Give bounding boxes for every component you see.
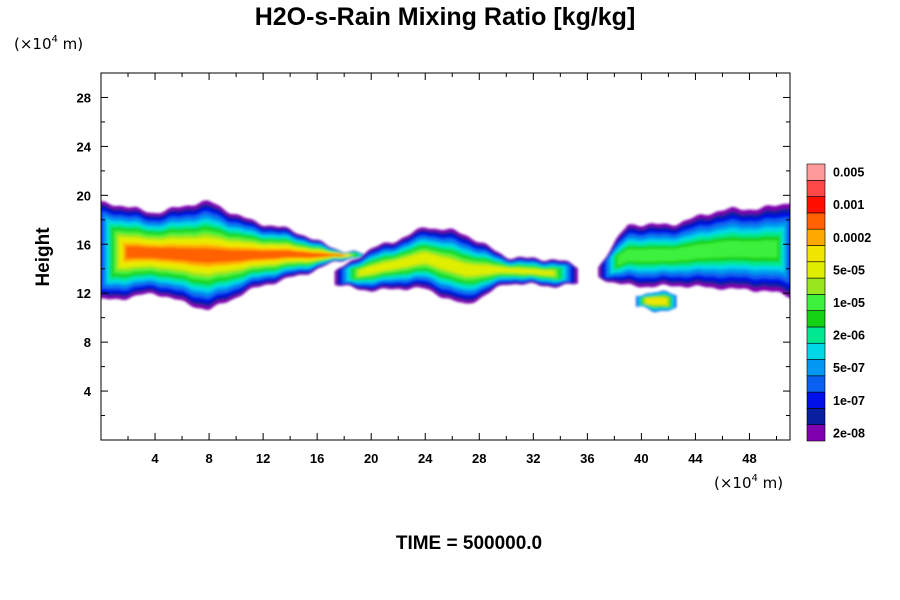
y-unit-prefix: (×10 bbox=[14, 35, 52, 53]
x-tick-label: 24 bbox=[418, 451, 433, 466]
colorbar-box bbox=[806, 294, 826, 311]
chart-title: H2O-s-Rain Mixing Ratio [kg/kg] bbox=[255, 3, 636, 31]
plot-frame bbox=[100, 72, 791, 441]
colorbar-box bbox=[806, 326, 826, 344]
colorbar-box bbox=[806, 261, 826, 279]
colorbar-box bbox=[806, 228, 826, 246]
colorbar-label: 1e-07 bbox=[833, 394, 865, 408]
x-tick-label: 20 bbox=[364, 451, 378, 466]
colorbar-label: 5e-05 bbox=[833, 263, 865, 277]
colorbar-box bbox=[806, 375, 826, 393]
y-axis-label: Height bbox=[33, 227, 54, 287]
x-tick-label: 4 bbox=[151, 451, 159, 466]
x-tick-label: 12 bbox=[256, 451, 270, 466]
y-unit-label: (×104 m) bbox=[14, 34, 83, 53]
x-unit-label: (×104 m) bbox=[714, 473, 783, 492]
colorbar-box bbox=[806, 245, 826, 263]
field-level bbox=[645, 297, 667, 305]
colorbar-box bbox=[806, 277, 826, 295]
x-tick-label: 44 bbox=[688, 451, 703, 466]
colorbar-box bbox=[806, 212, 826, 230]
colorbar-label: 0.001 bbox=[833, 198, 864, 212]
x-unit-suffix: m) bbox=[758, 474, 783, 492]
x-tick-label: 28 bbox=[472, 451, 486, 466]
y-unit-suffix: m) bbox=[58, 35, 83, 53]
x-unit-exponent: 4 bbox=[752, 473, 758, 484]
y-tick-label: 28 bbox=[77, 90, 91, 105]
y-unit-exponent: 4 bbox=[52, 34, 58, 45]
y-tick-label: 12 bbox=[77, 286, 91, 301]
field-level bbox=[617, 240, 778, 266]
rain-mixing-ratio-field bbox=[101, 200, 790, 313]
colorbar-box bbox=[806, 196, 826, 214]
colorbar: 2e-08 1e-07 5e-07 2e-06 1e-05 5e-05 0.0002 0.00… bbox=[806, 163, 871, 442]
field-level bbox=[125, 246, 343, 264]
x-tick-label: 48 bbox=[742, 451, 756, 466]
y-tick-label: 16 bbox=[77, 237, 91, 252]
y-tick-label: 4 bbox=[84, 384, 92, 399]
colorbar-label: 1e-05 bbox=[833, 296, 865, 310]
y-tick-label: 8 bbox=[84, 335, 91, 350]
colorbar-box bbox=[806, 179, 826, 197]
y-tick-label: 20 bbox=[77, 188, 91, 203]
x-tick-label: 8 bbox=[205, 451, 212, 466]
x-unit-prefix: (×10 bbox=[714, 474, 752, 492]
colorbar-box bbox=[806, 391, 826, 409]
colorbar-label: 0.005 bbox=[833, 166, 864, 180]
x-tick-label: 32 bbox=[526, 451, 540, 466]
y-tick-label: 24 bbox=[77, 139, 92, 154]
colorbar-box bbox=[806, 163, 826, 181]
colorbar-label: 2e-06 bbox=[833, 329, 865, 343]
colorbar-box bbox=[806, 310, 826, 328]
colorbar-label: 2e-08 bbox=[833, 426, 865, 440]
x-tick-label: 36 bbox=[580, 451, 594, 466]
x-tick-label: 40 bbox=[634, 451, 648, 466]
colorbar-box bbox=[806, 359, 826, 377]
field-level bbox=[359, 252, 554, 276]
x-tick-label: 16 bbox=[310, 451, 324, 466]
time-label: TIME = 500000.0 bbox=[396, 533, 542, 554]
colorbar-label: 0.0002 bbox=[833, 231, 871, 245]
colorbar-box bbox=[806, 342, 826, 360]
colorbar-box bbox=[806, 408, 826, 426]
colorbar-label: 5e-07 bbox=[833, 361, 865, 375]
field-contours bbox=[101, 200, 790, 313]
colorbar-box bbox=[806, 424, 826, 442]
